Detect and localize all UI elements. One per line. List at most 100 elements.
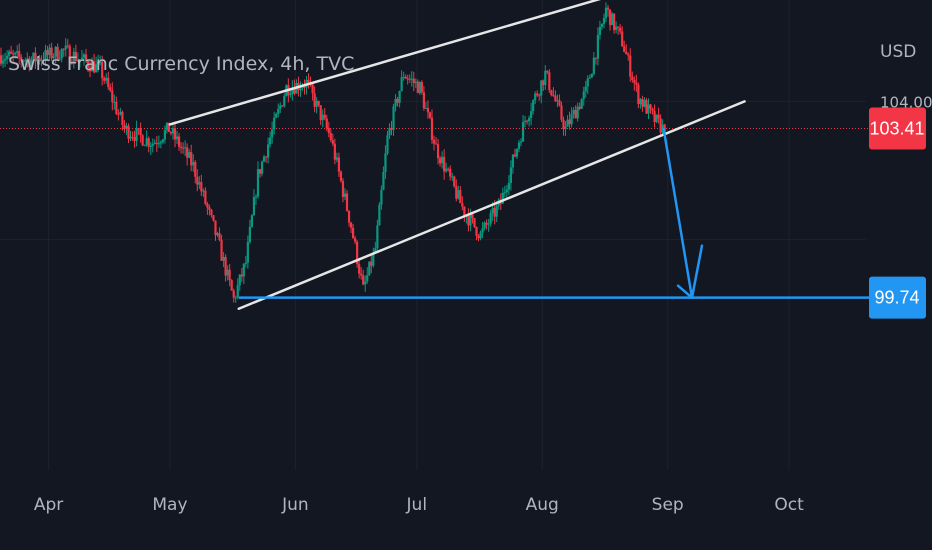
candle	[111, 82, 114, 111]
candle	[457, 185, 460, 200]
candle	[428, 111, 432, 120]
candle	[572, 106, 575, 119]
candle	[246, 235, 249, 269]
candle	[315, 97, 318, 114]
candle	[10, 45, 13, 55]
candle	[248, 219, 251, 244]
candle	[121, 110, 124, 131]
candle	[155, 136, 158, 152]
channel-lower-line	[237, 100, 746, 310]
candle	[505, 184, 508, 200]
x-tick-label: Jul	[406, 495, 428, 515]
candle	[26, 52, 29, 68]
candle	[629, 48, 632, 82]
candle	[281, 105, 284, 107]
candle	[358, 259, 361, 279]
channel-upper-line	[168, 0, 601, 126]
candle	[99, 55, 102, 66]
candle	[586, 75, 589, 94]
candle	[1, 54, 5, 69]
candle	[449, 165, 452, 181]
candle	[331, 133, 334, 147]
candle	[74, 44, 77, 64]
candle	[141, 134, 144, 147]
candle	[509, 160, 512, 191]
grid-layer	[0, 0, 866, 470]
candle	[481, 222, 484, 239]
candle	[68, 44, 71, 63]
candle	[252, 189, 256, 216]
x-axis: Apr May Jun Jul Aug Sep Oct	[34, 495, 804, 515]
candle	[351, 223, 355, 239]
candle	[556, 94, 559, 108]
candle	[643, 96, 646, 108]
candle	[657, 107, 660, 124]
candle	[230, 279, 233, 291]
candle	[14, 51, 17, 59]
candle	[82, 52, 86, 66]
x-tick-label: Oct	[774, 495, 804, 515]
target-price-tag[interactable]: 99.74	[869, 276, 926, 319]
current-price-tag[interactable]: 103.41	[869, 107, 926, 150]
candle	[216, 231, 219, 237]
candle	[169, 131, 173, 136]
candle	[584, 80, 587, 98]
candle	[307, 73, 310, 89]
candle	[511, 154, 515, 174]
candle	[72, 47, 75, 69]
candle	[127, 123, 130, 144]
candle	[153, 139, 156, 145]
candle	[339, 170, 343, 183]
candle	[115, 96, 118, 116]
candle	[184, 140, 187, 157]
candle	[95, 56, 98, 73]
candle	[78, 59, 82, 68]
candle	[179, 142, 183, 154]
candle	[192, 154, 195, 172]
candle	[34, 47, 37, 69]
candle	[394, 94, 397, 112]
candle	[519, 138, 523, 147]
candle	[131, 131, 134, 141]
drawings-layer	[0, 0, 870, 310]
candle	[400, 70, 403, 92]
candle	[48, 44, 51, 61]
candle	[242, 263, 245, 285]
candle	[105, 73, 108, 84]
x-tick-label: Apr	[34, 495, 63, 515]
candle	[635, 74, 638, 92]
candle	[139, 122, 142, 143]
candle	[129, 130, 132, 142]
candle	[5, 50, 9, 65]
candle	[523, 115, 527, 128]
candle	[370, 254, 373, 274]
candle	[109, 83, 112, 93]
candle	[461, 196, 464, 211]
candle	[107, 71, 110, 90]
candle	[564, 121, 567, 136]
candle	[517, 140, 521, 153]
x-tick-label: Sep	[652, 495, 684, 515]
candle	[161, 138, 164, 145]
candle	[641, 95, 644, 112]
candle	[544, 65, 547, 90]
candle	[311, 81, 314, 101]
candle	[410, 71, 413, 87]
candle	[443, 149, 446, 180]
candle	[637, 82, 640, 109]
candle	[157, 135, 160, 148]
candle	[36, 56, 39, 65]
candle	[196, 169, 199, 192]
candle	[151, 138, 154, 153]
candle	[548, 69, 551, 93]
x-tick-label: Aug	[526, 495, 559, 515]
candle	[337, 152, 341, 177]
candle	[378, 202, 381, 226]
candle	[80, 50, 84, 60]
candle	[52, 53, 55, 65]
candle	[487, 219, 490, 232]
candle	[117, 109, 120, 121]
candle	[390, 120, 393, 136]
candle	[8, 49, 11, 59]
